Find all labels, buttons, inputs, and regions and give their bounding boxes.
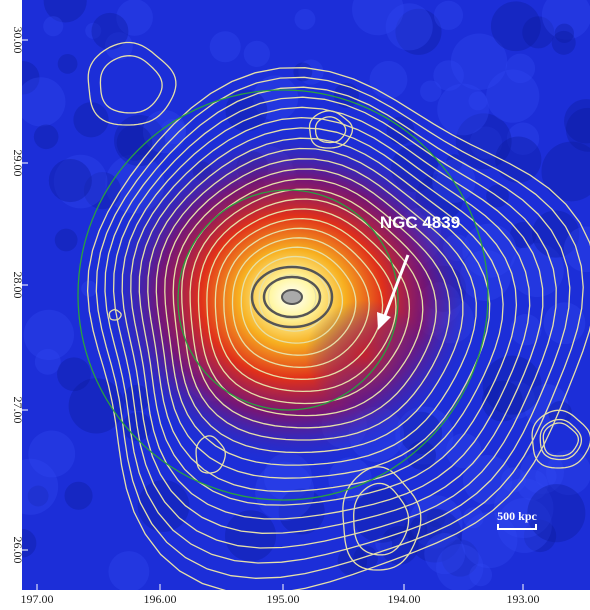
noise-blob xyxy=(370,61,408,99)
noise-blob xyxy=(244,41,270,67)
noise-blob xyxy=(491,1,541,51)
noise-blob xyxy=(420,80,442,102)
noise-blob xyxy=(16,77,65,126)
noise-blob xyxy=(486,70,539,123)
noise-blob xyxy=(43,16,63,36)
x-tick-label: 195.00 xyxy=(267,592,300,606)
noise-blob xyxy=(49,159,92,202)
noise-blob xyxy=(34,124,59,149)
noise-blob xyxy=(58,54,78,74)
scale-label: 500 kpc xyxy=(497,509,537,523)
noise-blob xyxy=(437,84,489,136)
noise-blob xyxy=(81,281,97,297)
noise-blob xyxy=(57,357,91,391)
noise-blob xyxy=(65,482,93,510)
noise-blob xyxy=(108,551,149,592)
x-tick-label: 193.00 xyxy=(507,592,540,606)
x-tick-label: 197.00 xyxy=(21,592,54,606)
object-label: NGC 4839 xyxy=(380,213,460,232)
page: NGC 4839 500 kpc 197.00 196.00 195.00 194.0… xyxy=(0,0,590,610)
x-tick-label: 196.00 xyxy=(144,592,177,606)
image-area: NGC 4839 500 kpc xyxy=(2,0,590,594)
noise-blob xyxy=(552,31,576,55)
x-tick-label: 194.00 xyxy=(388,592,421,606)
noise-blob xyxy=(55,229,78,252)
noise-blob xyxy=(386,3,433,50)
core xyxy=(282,290,302,304)
sky-image: NGC 4839 500 kpc 197.00 196.00 195.00 194.0… xyxy=(0,0,590,610)
noise-blob xyxy=(91,13,128,50)
noise-blob xyxy=(434,1,463,30)
noise-blob xyxy=(24,310,74,360)
noise-blob xyxy=(210,31,241,62)
noise-blob xyxy=(295,9,316,30)
noise-blob xyxy=(2,459,58,515)
